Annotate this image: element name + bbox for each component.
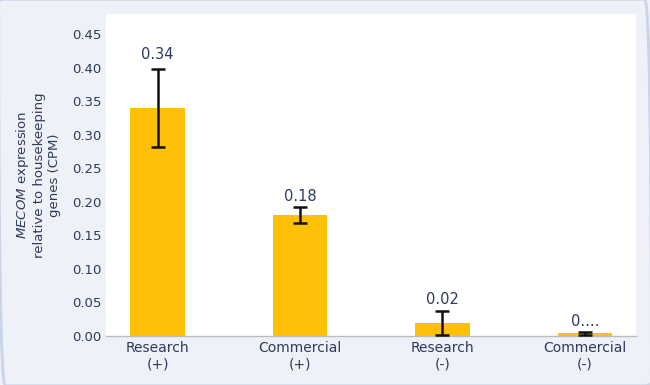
Bar xyxy=(131,108,185,336)
Bar xyxy=(558,333,612,336)
Text: 0....: 0.... xyxy=(571,314,599,329)
Y-axis label: $\it{MECOM}$ expression
relative to housekeeping
genes (CPM): $\it{MECOM}$ expression relative to hous… xyxy=(14,92,61,258)
Bar xyxy=(415,323,469,336)
Text: 0.02: 0.02 xyxy=(426,291,459,306)
Text: 0.18: 0.18 xyxy=(283,189,317,204)
Text: 0.34: 0.34 xyxy=(141,47,174,62)
Bar xyxy=(273,215,327,336)
